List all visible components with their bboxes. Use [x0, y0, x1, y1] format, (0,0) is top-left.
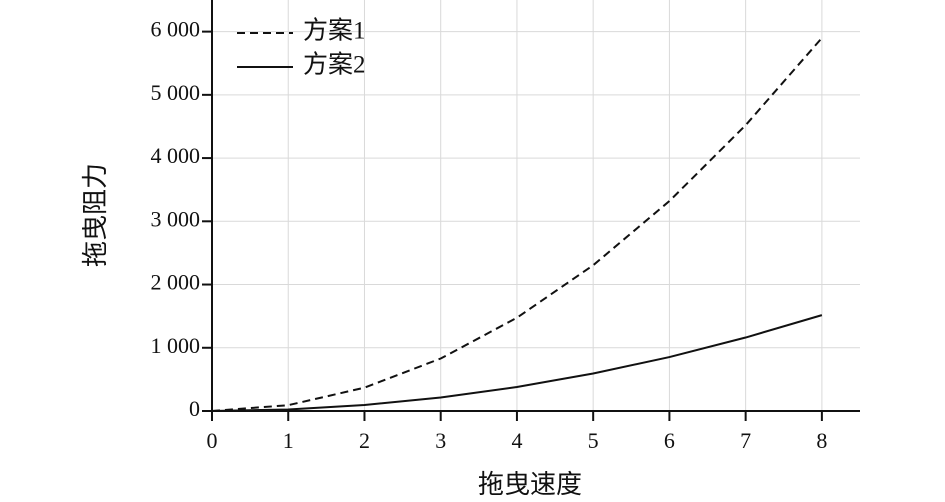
y-tick-label: 6 000 [151, 17, 201, 42]
x-tick-label: 3 [435, 428, 446, 453]
series-line [211, 37, 823, 412]
x-tick-label: 0 [207, 428, 218, 453]
y-tick-label: 0 [189, 396, 200, 421]
y-tick-label: 2 000 [151, 270, 201, 295]
x-tick-label: 2 [359, 428, 370, 453]
y-tick-label: 3 000 [151, 206, 201, 231]
legend-label: 方案1 [303, 17, 366, 45]
x-tick-label: 5 [588, 428, 599, 453]
y-tick-label: 4 000 [151, 143, 201, 168]
x-tick-label: 1 [283, 428, 294, 453]
x-tick-label: 7 [740, 428, 751, 453]
x-tick-label: 4 [511, 428, 522, 453]
x-axis-label: 拖曳速度 [478, 470, 582, 499]
y-tick-label: 5 000 [151, 80, 201, 105]
x-tick-label: 6 [664, 428, 675, 453]
y-tick-label: 1 000 [151, 333, 201, 358]
legend-label: 方案2 [303, 51, 366, 79]
x-tick-label: 8 [816, 428, 827, 453]
y-axis-label: 拖曳阻力 [81, 163, 110, 267]
series-line [211, 314, 823, 412]
